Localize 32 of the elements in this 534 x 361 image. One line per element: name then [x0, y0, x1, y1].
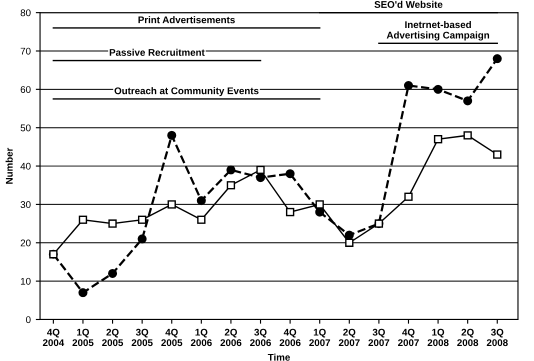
series-label: Outreach at Community Events	[114, 87, 259, 96]
x-tick-label: 3Q 2005	[132, 328, 153, 346]
y-tick-label: 40	[20, 162, 31, 170]
x-tick-label: 1Q 2007	[309, 328, 330, 346]
y-tick-label: 80	[20, 9, 31, 16]
x-tick-label: 3Q 2006	[250, 328, 271, 346]
y-axis-title: Number	[6, 148, 13, 184]
x-tick-label: 1Q 2005	[72, 328, 94, 346]
x-axis-title: Time	[268, 354, 290, 361]
y-tick-label: 50	[20, 124, 31, 132]
series-label: Print Advertisements	[138, 16, 235, 24]
y-tick-label: 10	[20, 278, 31, 285]
x-tick-label: 2Q 2006	[220, 328, 242, 346]
x-tick-label: 4Q 2006	[280, 328, 301, 346]
series-label: SEO'd Website	[374, 0, 442, 8]
x-tick-label: 4Q 2004	[42, 328, 64, 346]
y-tick-label: 0	[26, 316, 31, 324]
series-label: Inetrnet-based Advertising Campaign	[386, 20, 490, 41]
x-tick-label: 4Q 2007	[398, 328, 419, 346]
x-tick-label: 1Q 2008	[428, 328, 449, 346]
x-tick-label: 2Q 2007	[338, 328, 360, 346]
x-tick-label: 3Q 2007	[368, 328, 390, 346]
x-tick-label: 2Q 2005	[102, 328, 124, 346]
y-tick-label: 70	[20, 48, 31, 55]
x-tick-label: 4Q 2005	[161, 328, 182, 346]
x-tick-label: 1Q 2006	[190, 328, 212, 346]
x-tick-label: 2Q 2008	[457, 328, 478, 346]
x-tick-label: 3Q 2008	[486, 328, 508, 346]
y-tick-label: 20	[20, 240, 31, 246]
y-tick-label: 60	[20, 86, 31, 93]
series-label: Passive Recruitment	[110, 48, 205, 56]
y-tick-label: 30	[20, 201, 31, 208]
